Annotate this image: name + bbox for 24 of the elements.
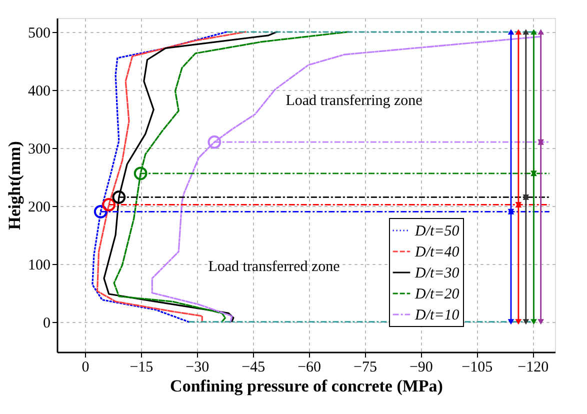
y-tick-label: 0 [43,315,50,332]
legend-label: D/t=20 [414,286,460,302]
legend-label: D/t=40 [414,244,460,260]
annotation: Load transferring zone [286,93,423,109]
legend-label: D/t=10 [414,308,460,324]
x-tick-label: −45 [242,360,266,376]
x-axis-title: Confining pressure of concrete (MPa) [170,376,443,396]
y-tick-label: 300 [28,141,50,158]
y-tick-label: 400 [28,83,50,100]
x-tick-label: −105 [462,360,493,376]
y-tick-label: 100 [28,257,50,274]
x-tick-label: −60 [298,360,322,376]
x-tick-label: −30 [186,360,210,376]
x-tick-label: −90 [409,360,433,376]
annotation: Load transferred zone [208,259,340,275]
x-tick-label: −15 [130,360,154,376]
y-axis-title: Height(mm) [5,141,24,230]
x-tick-label: −75 [354,360,377,376]
legend-label: D/t=50 [414,224,460,240]
x-tick-label: 0 [82,360,90,376]
legend-label: D/t=30 [414,266,460,282]
y-tick-label: 200 [28,199,50,216]
x-tick-label: −120 [518,360,549,376]
y-tick-label: 500 [28,25,50,42]
